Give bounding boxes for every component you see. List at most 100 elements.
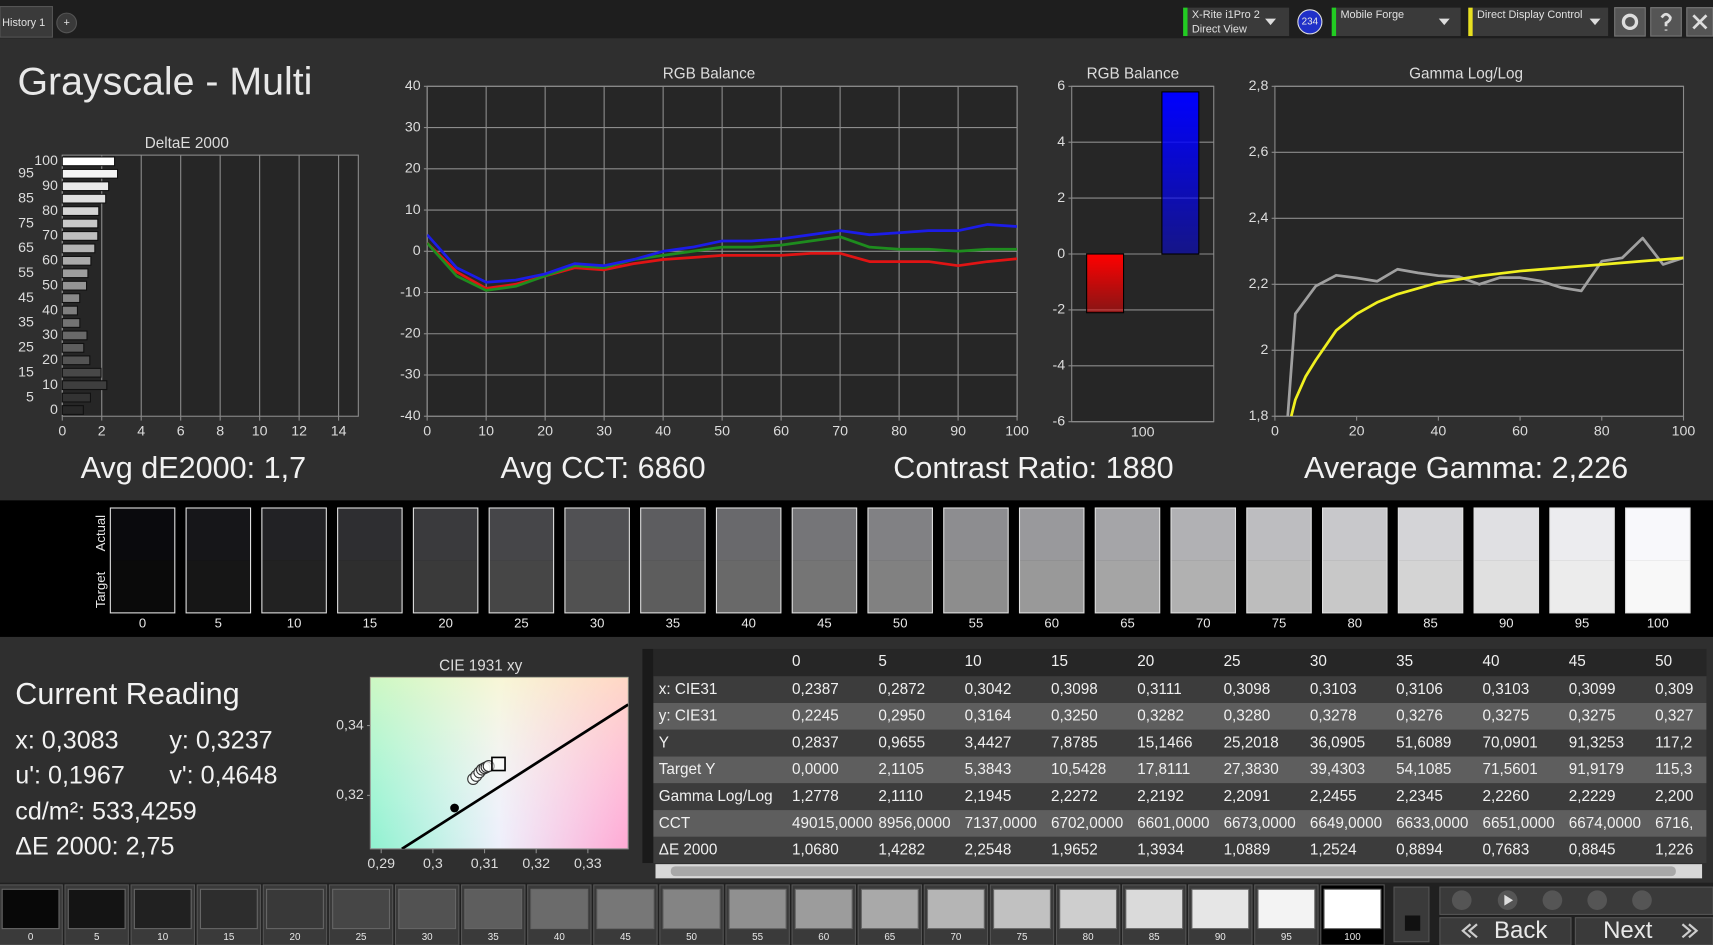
- back-label: Back: [1494, 917, 1548, 944]
- footer-swatch[interactable]: [530, 888, 589, 930]
- page-title: Grayscale - Multi: [17, 60, 312, 104]
- swatch-actual: [337, 508, 403, 561]
- y-tick-label: 20: [405, 161, 421, 177]
- y-tick-label: 50: [42, 277, 58, 293]
- table-cell: 1,0889: [1224, 842, 1271, 859]
- table-cell: 0,9655: [878, 734, 925, 751]
- x-tick-label: 4: [137, 423, 145, 439]
- column-header: 25: [1224, 653, 1241, 670]
- footer-swatch[interactable]: [1323, 888, 1382, 930]
- swatch-target: [1625, 560, 1691, 613]
- footer-swatch[interactable]: [1257, 888, 1316, 930]
- refresh-button[interactable]: [1632, 890, 1652, 911]
- table-cell: 8956,0000: [878, 815, 950, 832]
- footer-swatch[interactable]: [199, 888, 258, 930]
- footer-swatch[interactable]: [860, 888, 919, 930]
- table-cell: 5,3843: [965, 761, 1012, 778]
- tab[interactable]: [0, 6, 53, 38]
- footer-swatch[interactable]: [1059, 888, 1118, 930]
- bar: [1161, 91, 1200, 255]
- footer-swatch[interactable]: [332, 888, 391, 930]
- table-cell: 2,2548: [965, 842, 1012, 859]
- y-tick-label: 30: [42, 327, 58, 343]
- table-row: [653, 729, 1707, 757]
- swatch-label: 90: [1499, 615, 1514, 630]
- swatch-target: [867, 560, 933, 613]
- table-cell: 1,2778: [792, 788, 839, 805]
- table-header: [653, 648, 1707, 677]
- x-tick-label: 80: [1594, 423, 1610, 439]
- bar: [61, 305, 78, 316]
- pattern-select[interactable]: [1331, 7, 1461, 37]
- chart-title: Gamma Log/Log: [1409, 65, 1523, 82]
- swatch-frame: [1170, 507, 1237, 614]
- footer-swatch[interactable]: [794, 888, 853, 930]
- loop-button[interactable]: [1587, 890, 1608, 911]
- swatch-actual: [792, 508, 857, 561]
- x-tick-label: 0,3: [423, 856, 443, 872]
- footer-label: 15: [223, 932, 234, 943]
- swatch-label: 10: [287, 615, 302, 630]
- swatch-frame: [791, 507, 858, 614]
- reading-luminance: cd/m²: 533,4259: [15, 797, 196, 825]
- table-cell: 1,9652: [1051, 842, 1098, 859]
- series-line: [1289, 256, 1684, 417]
- footer-swatch[interactable]: [596, 888, 655, 930]
- footer-swatch[interactable]: [398, 888, 457, 930]
- bar: [61, 243, 96, 254]
- table-cell: 0,3164: [965, 708, 1012, 725]
- footer-swatch[interactable]: [464, 888, 523, 930]
- x-tick-label: 100: [1131, 424, 1155, 440]
- swatch-label: 25: [514, 615, 529, 630]
- add-tab[interactable]: [56, 12, 78, 34]
- column-header: 15: [1051, 653, 1068, 670]
- footer-swatch[interactable]: [133, 888, 192, 930]
- swatch-actual: [1246, 508, 1312, 561]
- step-button[interactable]: [1542, 890, 1563, 911]
- table-row: [653, 783, 1707, 811]
- table-gutter: [642, 648, 654, 864]
- badge[interactable]: [1297, 9, 1323, 35]
- record-button[interactable]: [1451, 890, 1472, 911]
- table-cell: 1,4282: [878, 842, 925, 859]
- swatch-actual: [1625, 508, 1691, 561]
- target-point: [491, 756, 506, 772]
- footer-swatch[interactable]: [67, 888, 126, 930]
- swatch-target: [413, 560, 478, 613]
- table-cell: 0,3098: [1051, 681, 1098, 698]
- display-select[interactable]: [1468, 7, 1609, 37]
- swatch-actual: [1019, 508, 1084, 561]
- footer-label: 85: [1149, 932, 1160, 943]
- swatch-label: 70: [1196, 615, 1211, 630]
- footer-swatch[interactable]: [1, 888, 60, 930]
- y-tick-label: -2: [1053, 302, 1066, 318]
- bar: [61, 181, 110, 192]
- stop-button[interactable]: [1393, 886, 1430, 943]
- footer-label: 90: [1215, 932, 1226, 943]
- footer-swatch[interactable]: [662, 888, 721, 930]
- footer-swatch[interactable]: [266, 888, 324, 930]
- y-tick-label: 2,4: [1249, 210, 1269, 226]
- bar: [61, 355, 91, 366]
- table-cell: 0,3275: [1569, 708, 1616, 725]
- footer-label: 30: [422, 932, 433, 943]
- close-icon: [1692, 14, 1708, 30]
- footer-swatch[interactable]: [926, 888, 985, 930]
- swatch-frame: [1322, 507, 1388, 614]
- playback-bar[interactable]: [1439, 886, 1713, 915]
- back-button[interactable]: [1439, 917, 1572, 945]
- swatch-label: 100: [1647, 615, 1669, 630]
- footer-label: 100: [1344, 932, 1361, 943]
- row-label: x: CIE31: [659, 681, 718, 698]
- table-row: [653, 836, 1707, 864]
- y-tick-label: 0,32: [336, 787, 364, 803]
- footer-swatch[interactable]: [728, 888, 787, 930]
- footer-swatch[interactable]: [1125, 888, 1184, 930]
- settings-button[interactable]: [1614, 7, 1646, 37]
- table-cell: 0,3275: [1482, 708, 1529, 725]
- scrollbar-thumb[interactable]: [670, 866, 1676, 877]
- footer-swatch[interactable]: [993, 888, 1051, 930]
- bar: [61, 330, 88, 341]
- footer-swatch[interactable]: [1191, 888, 1250, 930]
- table-cell: 2,1105: [878, 761, 924, 778]
